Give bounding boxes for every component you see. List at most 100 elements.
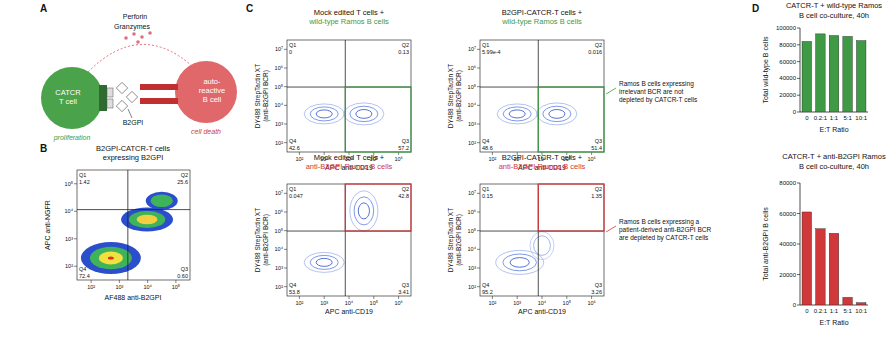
tick-label: 10⁶ xyxy=(275,209,283,215)
tick xyxy=(477,68,480,69)
bar xyxy=(802,41,812,112)
tick xyxy=(91,280,92,283)
tick xyxy=(477,142,480,143)
chart-title: B cell co-culture, 40h xyxy=(799,162,869,171)
plot-title: expressing B2GPI xyxy=(103,153,163,162)
axis xyxy=(800,28,801,112)
gate-highlight xyxy=(538,184,604,231)
leader xyxy=(606,88,616,94)
tick-label: 5:1 xyxy=(843,115,852,121)
quadrant-value: 1.42 xyxy=(79,179,90,185)
tick xyxy=(284,249,287,250)
tick xyxy=(284,142,287,143)
cell-label: B cell xyxy=(203,95,222,104)
tick xyxy=(566,296,567,299)
chart-title: CATCR-T + anti-B2GPI Ramos xyxy=(782,152,886,161)
granule xyxy=(132,32,136,36)
population xyxy=(310,255,338,269)
plot-title: B2GPI-CATCR-T cells xyxy=(96,144,170,153)
tick xyxy=(797,305,800,306)
plot-title: wild-type Ramos B cells xyxy=(501,17,582,26)
tick-label: 10³ xyxy=(115,284,123,290)
antigen xyxy=(116,100,127,111)
axis-label: E:T Ratio xyxy=(819,319,848,326)
tick-label: 10² xyxy=(275,140,283,146)
plot-frame xyxy=(287,184,411,296)
tick-label: 10⁴ xyxy=(275,102,284,108)
population xyxy=(151,195,173,208)
axis-label: Total anti-B2GPI B cells xyxy=(762,207,769,281)
population xyxy=(503,254,537,271)
tick xyxy=(797,95,800,96)
tick xyxy=(797,274,800,275)
quadrant-value: 0.60 xyxy=(177,273,188,279)
tick-label: 10⁶ xyxy=(587,300,595,306)
tick xyxy=(797,28,800,29)
diagram-label: proliferation xyxy=(53,134,91,142)
annotation: patient-derived anti-B2GPI BCR xyxy=(619,226,711,234)
tick-label: 100000 xyxy=(776,25,797,31)
tick-label: 10² xyxy=(468,140,476,146)
tick xyxy=(373,296,374,299)
tick-label: 1:1 xyxy=(830,115,839,121)
tick xyxy=(477,193,480,194)
quadrant-name: Q4 xyxy=(482,138,489,144)
tick xyxy=(74,238,77,239)
tick-label: 10⁷ xyxy=(275,46,283,52)
tick-label: 20000 xyxy=(779,92,796,98)
axis-label: Total wild-type B cells xyxy=(762,36,770,103)
plot-title: B2GPI-CATCR-T cells + xyxy=(502,8,583,17)
tick xyxy=(477,249,480,250)
tick-label: 10⁶ xyxy=(394,156,402,162)
granule xyxy=(124,36,128,40)
gate-highlight xyxy=(345,87,411,152)
bcr xyxy=(140,98,178,104)
tick xyxy=(74,266,77,267)
quadrant-name: Q3 xyxy=(402,138,409,144)
quadrant-value: 95.2 xyxy=(482,289,493,295)
tick xyxy=(74,183,77,184)
bar xyxy=(802,212,812,305)
tick xyxy=(477,86,480,87)
tick xyxy=(797,183,800,184)
arrow xyxy=(88,44,192,72)
tick-label: 80000 xyxy=(779,180,796,186)
quadrant-value: 57.2 xyxy=(398,145,409,151)
population xyxy=(358,203,369,219)
quadrant-name: Q1 xyxy=(79,172,86,178)
tick-label: 10⁵ xyxy=(468,228,476,234)
axis-label: E:T Ratio xyxy=(819,126,848,133)
plot-title: anti-B2GPI Ramos B cells xyxy=(306,162,393,171)
tick-label: 10⁴ xyxy=(65,208,74,214)
bar xyxy=(856,303,866,305)
tick-label: 10⁶ xyxy=(468,65,476,71)
quadrant-value: 0.016 xyxy=(588,49,602,55)
tick xyxy=(477,124,480,125)
panel-letter: C xyxy=(246,3,253,14)
tick xyxy=(542,296,543,299)
tick-label: 20000 xyxy=(779,272,796,278)
chart-title: CATCR-T + wild-type Ramos xyxy=(786,1,882,10)
population xyxy=(121,208,173,232)
quadrant-value: 3.26 xyxy=(591,289,602,295)
plot-title: Mock edited T cells + xyxy=(314,8,385,17)
tick-label: 10⁴ xyxy=(468,102,477,108)
tick-label: 0 xyxy=(793,109,797,115)
tick-label: 10² xyxy=(295,300,303,306)
quadrant-value: 51.4 xyxy=(591,145,602,151)
tick-label: 10⁶ xyxy=(394,300,402,306)
population xyxy=(108,256,114,259)
tick-label: 0 xyxy=(793,302,797,308)
population xyxy=(510,258,529,268)
diagram-label: B2GPI xyxy=(123,119,144,126)
tick xyxy=(284,49,287,50)
quadrant-name: Q4 xyxy=(289,138,296,144)
b-cell xyxy=(175,61,237,123)
bar xyxy=(843,36,853,112)
tick-label: 10³ xyxy=(275,121,283,127)
bcr xyxy=(140,84,178,90)
tick xyxy=(324,296,325,299)
tick-label: 0 xyxy=(805,115,809,121)
gate xyxy=(77,209,190,210)
tick-label: 10³ xyxy=(320,300,328,306)
